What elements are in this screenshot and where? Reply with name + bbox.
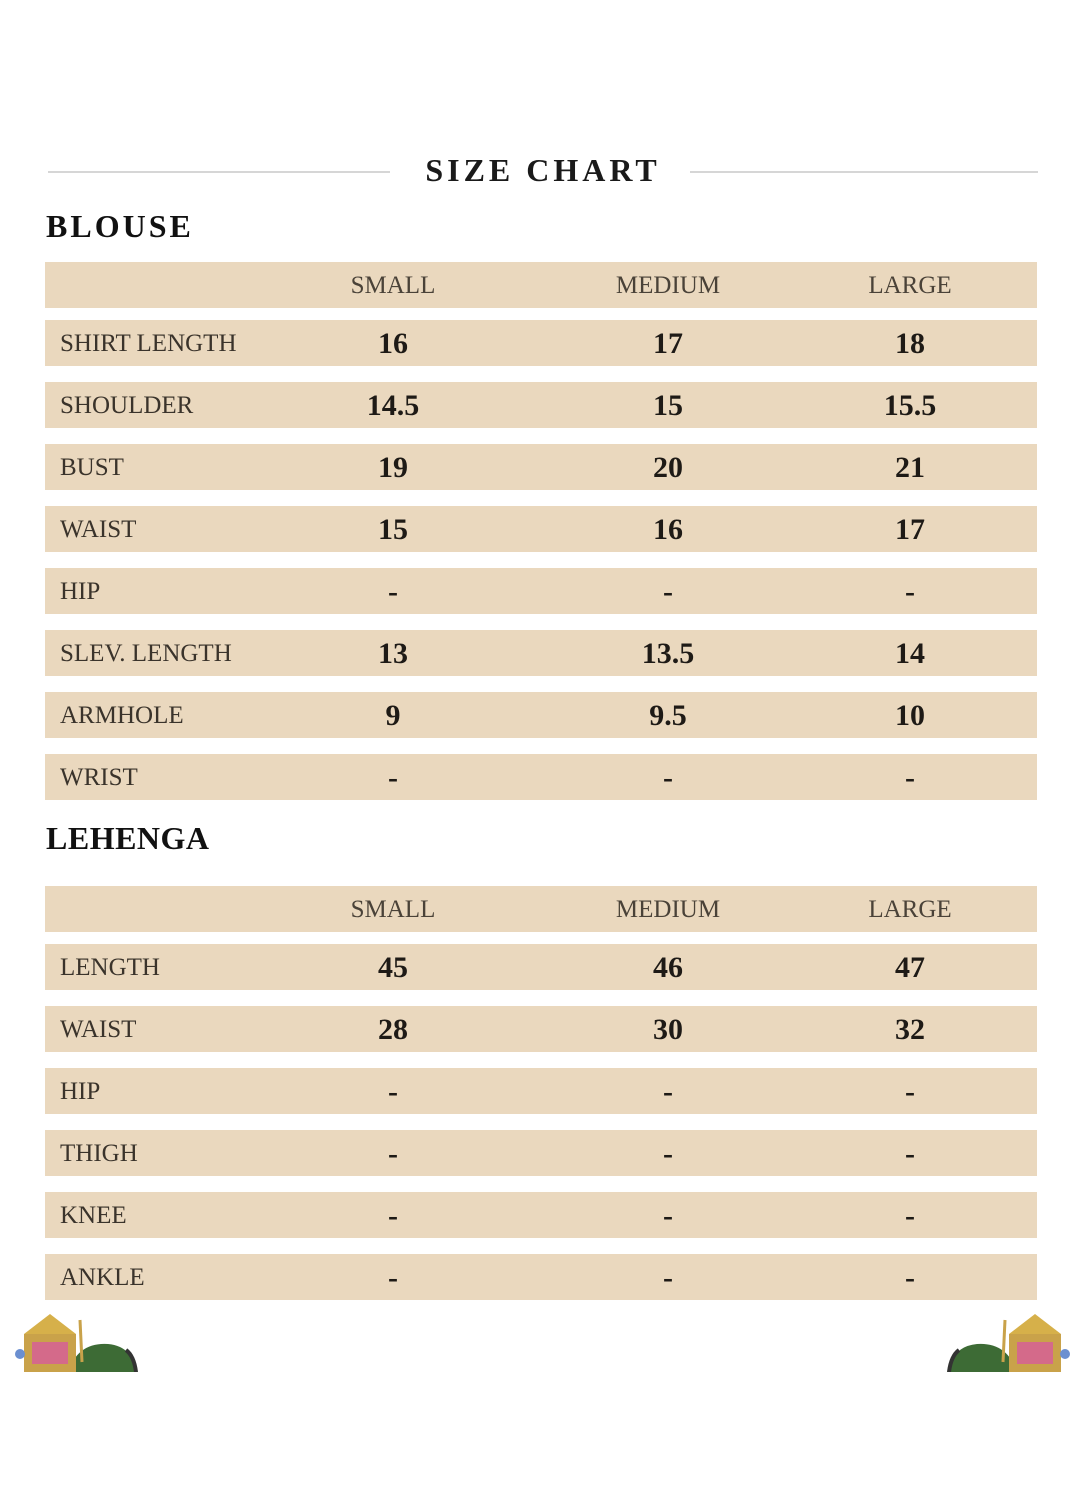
table-row: SHOULDER 14.5 15 15.5 bbox=[45, 382, 1037, 428]
measurement-value: 21 bbox=[895, 451, 925, 484]
measurement-value: 20 bbox=[653, 451, 683, 484]
row-label: HIP bbox=[60, 1078, 101, 1105]
row-label: WRIST bbox=[60, 764, 138, 791]
column-header: SMALL bbox=[350, 272, 436, 299]
measurement-value: 30 bbox=[653, 1013, 683, 1046]
table-row: THIGH - - - bbox=[45, 1130, 1037, 1176]
measurement-value: - bbox=[663, 1261, 673, 1294]
measurement-value: 15.5 bbox=[883, 389, 937, 422]
measurement-value: 15 bbox=[378, 513, 408, 546]
measurement-value: 9.5 bbox=[649, 699, 687, 732]
row-label: WAIST bbox=[60, 1016, 137, 1043]
blouse-header-row: SMALL MEDIUM LARGE bbox=[45, 262, 1037, 308]
measurement-value: 14 bbox=[895, 637, 925, 670]
row-label: BUST bbox=[60, 454, 124, 481]
lehenga-header-row: SMALL MEDIUM LARGE bbox=[45, 886, 1037, 932]
measurement-value: - bbox=[905, 1199, 915, 1232]
measurement-value: 16 bbox=[378, 327, 408, 360]
measurement-value: - bbox=[388, 1261, 398, 1294]
measurement-value: 9 bbox=[385, 699, 401, 732]
table-row: ARMHOLE 9 9.5 10 bbox=[45, 692, 1037, 738]
measurement-value: 46 bbox=[653, 951, 683, 984]
measurement-value: - bbox=[388, 1199, 398, 1232]
measurement-value: - bbox=[388, 1137, 398, 1170]
table-row: KNEE - - - bbox=[45, 1192, 1037, 1238]
measurement-value: 45 bbox=[378, 951, 408, 984]
row-label: KNEE bbox=[60, 1202, 127, 1229]
measurement-value: 13 bbox=[378, 637, 408, 670]
table-row: HIP - - - bbox=[45, 1068, 1037, 1114]
row-label: HIP bbox=[60, 578, 101, 605]
measurement-value: - bbox=[663, 1075, 673, 1108]
column-header: LARGE bbox=[868, 896, 952, 923]
table-row: SLEV. LENGTH 13 13.5 14 bbox=[45, 630, 1037, 676]
title-divider-left bbox=[48, 171, 390, 173]
measurement-value: 13.5 bbox=[641, 637, 695, 670]
measurement-value: - bbox=[905, 575, 915, 608]
measurement-value: - bbox=[663, 1137, 673, 1170]
measurement-value: 16 bbox=[653, 513, 683, 546]
measurement-value: - bbox=[905, 1137, 915, 1170]
column-header: SMALL bbox=[350, 896, 436, 923]
measurement-value: 47 bbox=[895, 951, 925, 984]
row-label: LENGTH bbox=[60, 954, 160, 981]
row-label: SHOULDER bbox=[60, 392, 194, 419]
measurement-value: 17 bbox=[895, 513, 925, 546]
title-bar: SIZE CHART bbox=[48, 150, 1038, 194]
row-label: SLEV. LENGTH bbox=[60, 640, 232, 667]
page-title: SIZE CHART bbox=[425, 152, 661, 188]
table-row: WRIST - - - bbox=[45, 754, 1037, 800]
table-row: HIP - - - bbox=[45, 568, 1037, 614]
measurement-value: 28 bbox=[378, 1013, 408, 1046]
table-row: BUST 19 20 21 bbox=[45, 444, 1037, 490]
measurement-value: 18 bbox=[895, 327, 925, 360]
measurement-value: 15 bbox=[653, 389, 683, 422]
column-header: MEDIUM bbox=[615, 272, 721, 299]
measurement-value: - bbox=[905, 761, 915, 794]
row-label: WAIST bbox=[60, 516, 137, 543]
title-divider-right bbox=[690, 171, 1038, 173]
row-label: THIGH bbox=[60, 1140, 138, 1167]
measurement-value: - bbox=[388, 1075, 398, 1108]
measurement-value: 32 bbox=[895, 1013, 925, 1046]
lehenga-heading: LEHENGA bbox=[46, 820, 210, 856]
measurement-value: - bbox=[388, 575, 398, 608]
column-header: MEDIUM bbox=[615, 896, 721, 923]
measurement-value: 14.5 bbox=[366, 389, 420, 422]
table-row: ANKLE - - - bbox=[45, 1254, 1037, 1300]
elephant-howdah-right-icon bbox=[947, 1314, 1070, 1372]
measurement-value: - bbox=[663, 575, 673, 608]
row-label: ARMHOLE bbox=[60, 702, 184, 729]
table-row: WAIST 28 30 32 bbox=[45, 1006, 1037, 1052]
column-header: LARGE bbox=[868, 272, 952, 299]
measurement-value: 17 bbox=[653, 327, 683, 360]
measurement-value: 19 bbox=[378, 451, 408, 484]
measurement-value: - bbox=[663, 761, 673, 794]
blouse-heading: BLOUSE bbox=[46, 208, 194, 244]
row-label: SHIRT LENGTH bbox=[60, 330, 237, 357]
measurement-value: - bbox=[663, 1199, 673, 1232]
measurement-value: 10 bbox=[895, 699, 925, 732]
measurement-value: - bbox=[388, 761, 398, 794]
table-row: SHIRT LENGTH 16 17 18 bbox=[45, 320, 1037, 366]
table-row: WAIST 15 16 17 bbox=[45, 506, 1037, 552]
table-row: LENGTH 45 46 47 bbox=[45, 944, 1037, 990]
elephant-howdah-left-icon bbox=[15, 1314, 138, 1372]
measurement-value: - bbox=[905, 1075, 915, 1108]
row-label: ANKLE bbox=[60, 1264, 145, 1291]
measurement-value: - bbox=[905, 1261, 915, 1294]
